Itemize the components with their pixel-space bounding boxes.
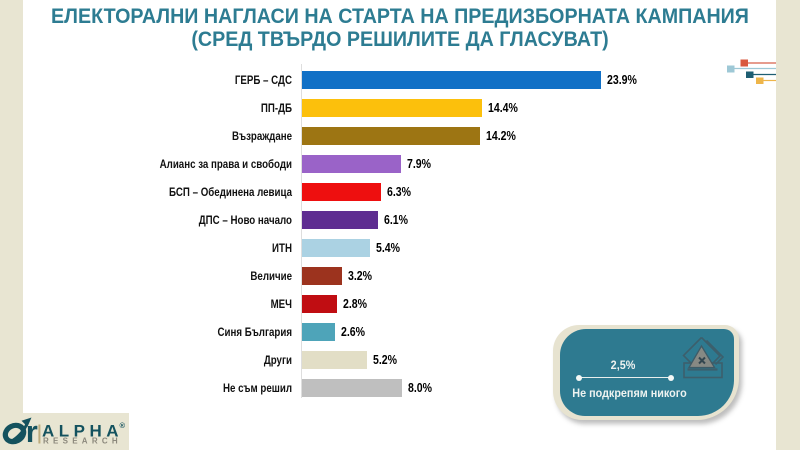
svg-text:RESEARCH: RESEARCH [43, 436, 122, 445]
svg-text:r: r [26, 414, 38, 449]
svg-text:ALPHA: ALPHA [42, 422, 123, 441]
svg-text:®: ® [120, 421, 126, 430]
